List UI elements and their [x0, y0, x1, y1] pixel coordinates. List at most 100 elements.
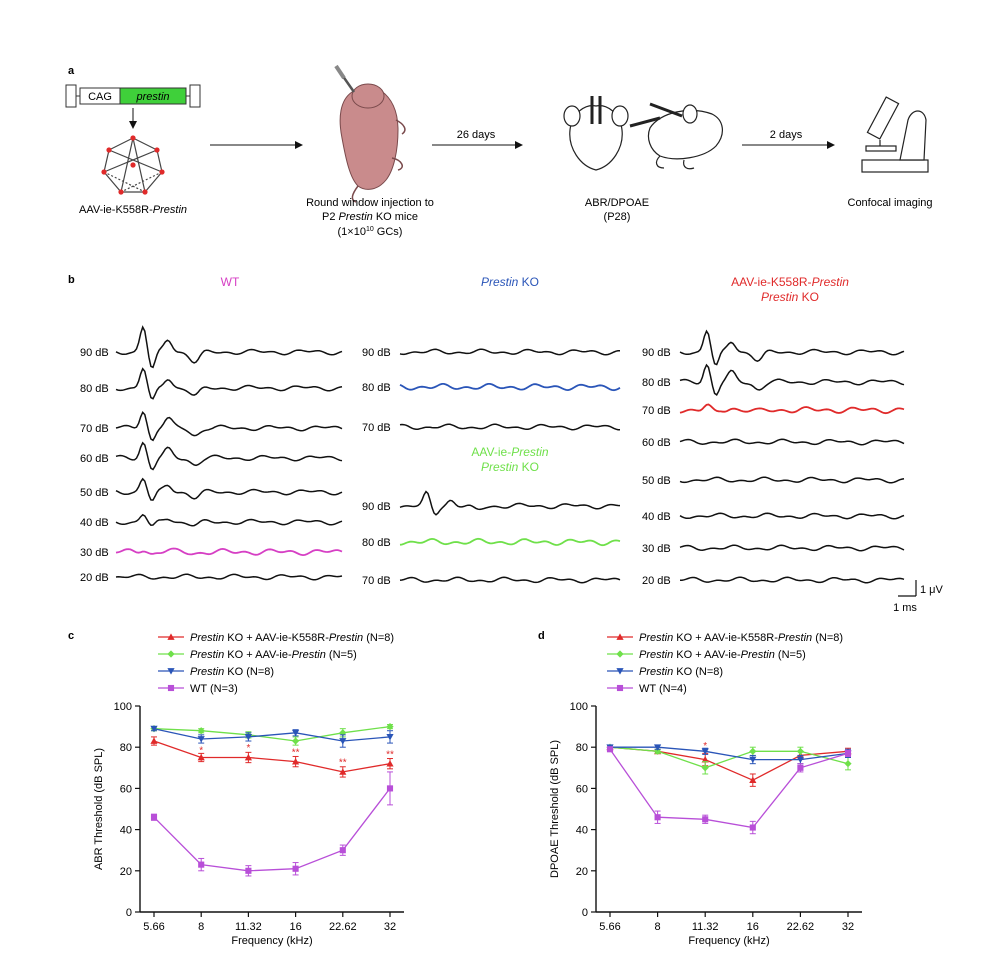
data-point [797, 764, 804, 771]
prestin-gene-label: prestin [135, 91, 169, 103]
scale-bar: 1 μV 1 ms [893, 580, 944, 614]
abr-trace [679, 438, 905, 446]
construct-diagram: CAG prestin [65, 84, 201, 129]
abr-trace [399, 490, 621, 516]
k558-title-line1: AAV-ie-K558R-Prestin [731, 275, 849, 289]
panel-a-label: a [68, 65, 75, 77]
data-point [386, 785, 394, 792]
x-axis-label: Frequency (kHz) [688, 935, 769, 947]
abr-trace [679, 363, 905, 397]
data-point [386, 760, 394, 767]
legend-entry: Prestin KO (N=8) [190, 666, 274, 678]
chart-d: d Prestin KO + AAV-ie-K558R-Prestin (N=8)… [538, 630, 862, 947]
abr-sub-label: (P28) [604, 211, 631, 223]
abr-mice-icon [563, 96, 723, 171]
abr-trace [679, 476, 905, 484]
abr-trace [115, 367, 343, 400]
db-level-label: 70 dB [80, 423, 109, 435]
data-point [150, 737, 158, 744]
k558-title-line2: Prestin KO [761, 290, 819, 304]
y-tick-label: 0 [582, 907, 588, 919]
x-tick-label: 22.62 [787, 921, 815, 933]
data-point [844, 750, 852, 757]
db-level-label: 80 dB [362, 537, 391, 549]
data-point [654, 747, 662, 755]
significance-mark: * [703, 741, 707, 752]
y-tick-label: 20 [120, 866, 132, 878]
db-level-label: 20 dB [642, 575, 671, 587]
scale-t-label: 1 ms [893, 602, 917, 614]
y-tick-label: 20 [576, 866, 588, 878]
legend-entry: Prestin KO + AAV-ie-K558R-Prestin (N=8) [190, 632, 394, 644]
data-point [197, 753, 205, 761]
panel-b-label: b [68, 274, 75, 286]
data-point [292, 737, 300, 745]
injection-line3: (1×1010 GCs) [338, 226, 403, 238]
step2-label: 2 days [770, 129, 803, 141]
data-point [701, 755, 709, 763]
legend-marker [616, 633, 624, 640]
data-point [197, 736, 205, 743]
data-point [796, 747, 804, 755]
db-level-label: 40 dB [80, 517, 109, 529]
abr-trace [115, 513, 343, 527]
wt-title: WT [221, 275, 240, 289]
panel-label: d [538, 630, 545, 642]
db-level-label: 70 dB [642, 405, 671, 417]
legend-entry: Prestin KO (N=8) [639, 666, 723, 678]
step1-label: 26 days [457, 129, 496, 141]
db-level-label: 50 dB [642, 475, 671, 487]
data-point [654, 814, 661, 821]
data-point [292, 729, 300, 737]
db-level-label: 60 dB [642, 437, 671, 449]
legend-entry: WT (N=3) [190, 683, 238, 695]
panel-a: a CAG prestin [65, 64, 933, 238]
data-point [749, 824, 756, 831]
db-level-label: 70 dB [362, 422, 391, 434]
legend-entry: Prestin KO + AAV-ie-Prestin (N=5) [639, 649, 806, 661]
legend-marker [616, 668, 624, 675]
abr-trace [399, 348, 620, 356]
abr-trace [399, 576, 621, 584]
db-level-label: 70 dB [362, 575, 391, 587]
data-point [292, 758, 300, 765]
db-level-label: 30 dB [80, 547, 109, 559]
x-tick-label: 5.66 [143, 921, 164, 933]
data-point [606, 746, 614, 753]
data-point [339, 738, 347, 745]
y-tick-label: 80 [576, 742, 588, 754]
x-tick-label: 16 [289, 921, 301, 933]
db-level-label: 40 dB [642, 511, 671, 523]
significance-mark: ** [339, 758, 347, 769]
db-level-label: 90 dB [362, 501, 391, 513]
x-tick-label: 11.32 [692, 921, 719, 933]
abr-trace [399, 383, 621, 392]
significance-mark: ** [292, 747, 300, 758]
series-line [609, 748, 849, 829]
abr-trace [115, 441, 343, 471]
x-tick-label: 8 [655, 921, 661, 933]
panel-b: b WT Prestin KO AAV-ie-K558R-Prestin Pre… [68, 274, 944, 614]
microscope-icon [861, 96, 929, 173]
legend-marker [167, 633, 175, 640]
y-tick-label: 100 [114, 701, 132, 713]
data-point [844, 760, 852, 768]
injection-line1: Round window injection to [306, 197, 434, 209]
significance-mark: * [246, 743, 250, 754]
data-point [749, 747, 757, 755]
data-point [150, 814, 158, 821]
mouse-pup-icon [334, 64, 406, 203]
abr-trace [679, 403, 905, 415]
data-point [702, 816, 709, 823]
data-point [150, 725, 158, 733]
significance-mark: ** [386, 749, 394, 760]
ko-title: Prestin KO [481, 275, 539, 289]
x-axis-label: Frequency (kHz) [231, 935, 312, 947]
x-tick-label: 8 [198, 921, 204, 933]
data-point [386, 723, 394, 731]
y-tick-label: 60 [120, 783, 132, 795]
abr-trace [115, 477, 343, 501]
abr-trace [399, 537, 621, 547]
db-level-label: 90 dB [642, 347, 671, 359]
